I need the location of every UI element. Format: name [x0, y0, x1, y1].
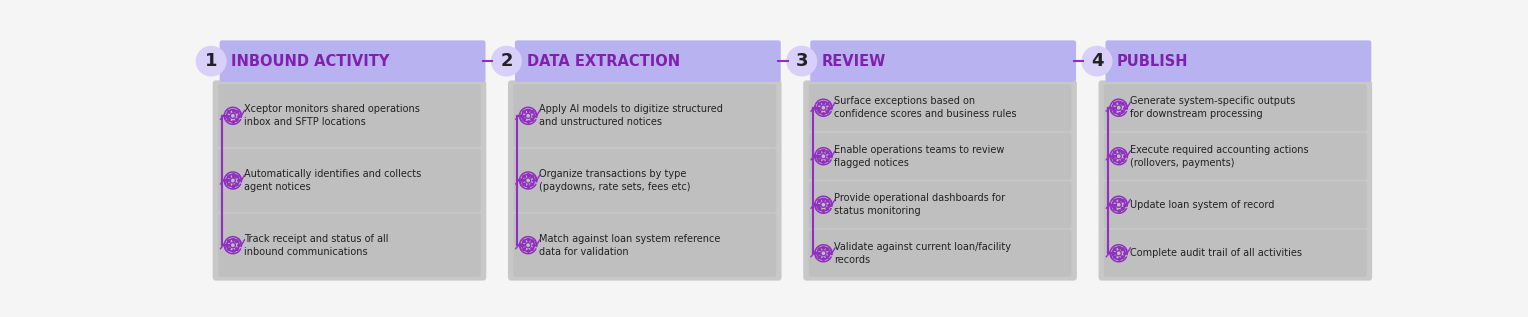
FancyBboxPatch shape: [804, 81, 1077, 281]
Text: 4: 4: [1091, 52, 1103, 70]
FancyBboxPatch shape: [810, 40, 1076, 82]
FancyBboxPatch shape: [513, 214, 776, 277]
Text: PUBLISH: PUBLISH: [1117, 54, 1189, 69]
Text: INBOUND ACTIVITY: INBOUND ACTIVITY: [231, 54, 390, 69]
FancyBboxPatch shape: [808, 230, 1071, 277]
Text: 2: 2: [500, 52, 513, 70]
Text: Match against loan system reference
data for validation: Match against loan system reference data…: [539, 234, 720, 256]
Text: DATA EXTRACTION: DATA EXTRACTION: [527, 54, 680, 69]
FancyBboxPatch shape: [212, 81, 486, 281]
Text: Update loan system of record: Update loan system of record: [1129, 200, 1274, 210]
Text: REVIEW: REVIEW: [822, 54, 886, 69]
Text: Automatically identifies and collects
agent notices: Automatically identifies and collects ag…: [243, 169, 420, 192]
Circle shape: [196, 46, 226, 76]
Text: Provide operational dashboards for
status monitoring: Provide operational dashboards for statu…: [834, 193, 1005, 216]
Text: Apply AI models to digitize structured
and unstructured notices: Apply AI models to digitize structured a…: [539, 104, 723, 127]
Text: Enable operations teams to review
flagged notices: Enable operations teams to review flagge…: [834, 145, 1004, 168]
FancyBboxPatch shape: [1103, 181, 1366, 228]
Text: Surface exceptions based on
confidence scores and business rules: Surface exceptions based on confidence s…: [834, 96, 1016, 119]
FancyBboxPatch shape: [808, 181, 1071, 228]
FancyBboxPatch shape: [513, 84, 776, 147]
FancyBboxPatch shape: [513, 149, 776, 212]
FancyBboxPatch shape: [1105, 40, 1371, 82]
FancyBboxPatch shape: [808, 84, 1071, 131]
Circle shape: [787, 46, 817, 76]
Text: Track receipt and status of all
inbound communications: Track receipt and status of all inbound …: [243, 234, 388, 256]
FancyBboxPatch shape: [1099, 81, 1372, 281]
Text: Execute required accounting actions
(rollovers, payments): Execute required accounting actions (rol…: [1129, 145, 1308, 168]
FancyBboxPatch shape: [220, 40, 486, 82]
Text: Xceptor monitors shared operations
inbox and SFTP locations: Xceptor monitors shared operations inbox…: [243, 104, 420, 127]
Text: 3: 3: [796, 52, 808, 70]
FancyBboxPatch shape: [1103, 133, 1366, 180]
Circle shape: [490, 46, 523, 76]
FancyBboxPatch shape: [515, 40, 781, 82]
Text: Organize transactions by type
(paydowns, rate sets, fees etc): Organize transactions by type (paydowns,…: [539, 169, 691, 192]
Text: 1: 1: [205, 52, 217, 70]
Text: Generate system-specific outputs
for downstream processing: Generate system-specific outputs for dow…: [1129, 96, 1294, 119]
Circle shape: [1082, 46, 1112, 76]
FancyBboxPatch shape: [219, 149, 481, 212]
FancyBboxPatch shape: [219, 214, 481, 277]
FancyBboxPatch shape: [219, 84, 481, 147]
FancyBboxPatch shape: [808, 133, 1071, 180]
FancyBboxPatch shape: [1103, 84, 1366, 131]
Text: Validate against current loan/facility
records: Validate against current loan/facility r…: [834, 242, 1012, 265]
Text: Complete audit trail of all activities: Complete audit trail of all activities: [1129, 248, 1302, 258]
FancyBboxPatch shape: [507, 81, 781, 281]
FancyBboxPatch shape: [1103, 230, 1366, 277]
